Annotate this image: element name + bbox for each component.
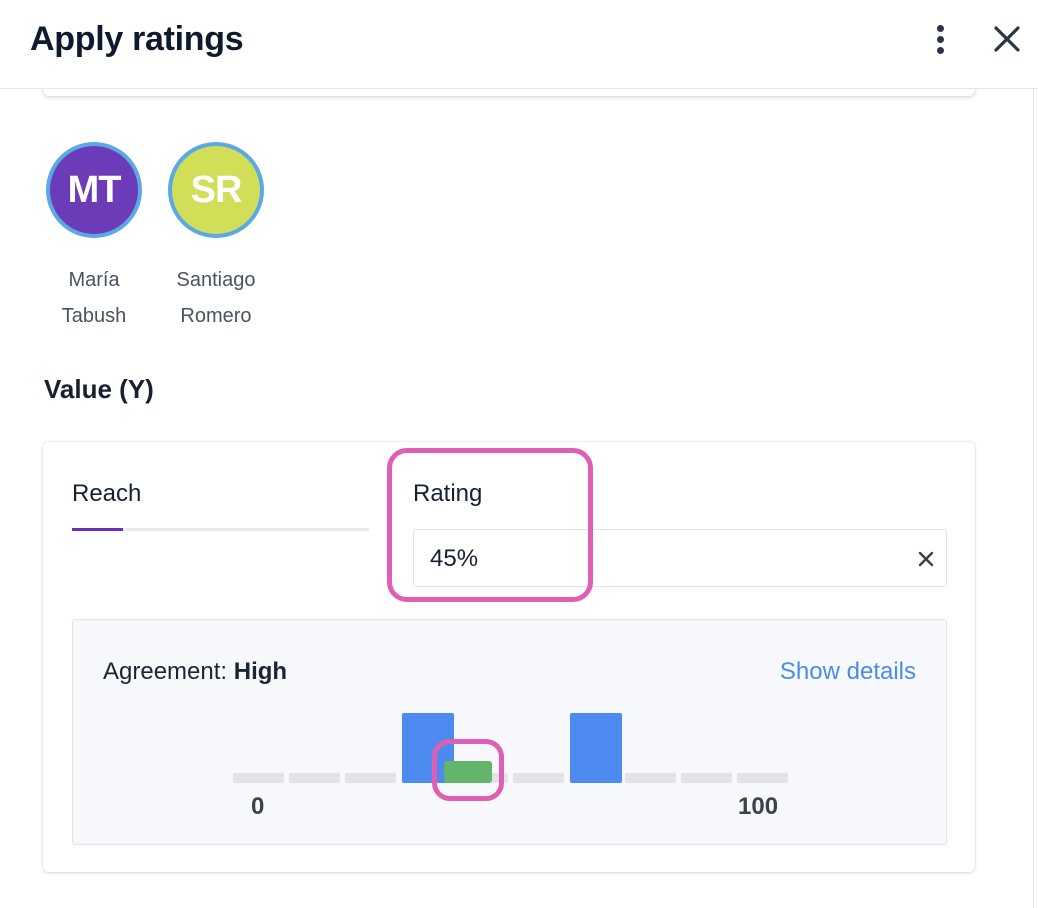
rater-name: María Tabush	[29, 262, 159, 334]
avatar-initials: MT	[67, 168, 122, 211]
marker-highlight-annotation	[432, 739, 504, 801]
tab-reach[interactable]: Reach	[72, 480, 142, 507]
rater-vote-bar	[570, 713, 622, 783]
tab-underline	[72, 528, 369, 531]
rater-last-name: Tabush	[61, 305, 127, 327]
tab-active-indicator	[72, 528, 123, 531]
rater-name: Santiago Romero	[151, 262, 281, 334]
show-details-link[interactable]: Show details	[779, 658, 916, 685]
agreement-distribution: 0 100	[233, 713, 789, 823]
criteria-card: Reach Rating 45% Agreement: High Show de…	[43, 442, 975, 872]
agreement-panel: Agreement: High Show details 0 100	[72, 619, 947, 845]
more-options-icon[interactable]	[928, 22, 954, 58]
rater-last-name: Romero	[180, 305, 252, 327]
agreement-summary: Agreement: High	[103, 658, 287, 686]
rating-input[interactable]: 45%	[413, 529, 947, 587]
section-title: Value (Y)	[44, 374, 154, 404]
avatar-initials: SR	[190, 168, 243, 211]
distribution-segment	[737, 773, 788, 783]
clear-x-icon[interactable]	[916, 549, 936, 569]
distribution-segment	[233, 773, 284, 783]
distribution-segment	[345, 773, 396, 783]
distribution-segment	[625, 773, 676, 783]
distribution-segment	[289, 773, 340, 783]
rater-first-name: Santiago	[176, 269, 256, 291]
close-icon[interactable]	[990, 22, 1024, 56]
agreement-level: High	[233, 658, 288, 685]
scroll-divider	[1033, 88, 1034, 908]
rater-first-name: María	[68, 269, 120, 291]
rating-label: Rating	[413, 480, 483, 507]
scale-max-label: 100	[738, 793, 779, 820]
avatar: MT	[46, 142, 142, 238]
scale-min-label: 0	[251, 793, 265, 820]
distribution-segment	[681, 773, 732, 783]
panel-header: Apply ratings	[0, 0, 1038, 89]
panel-title: Apply ratings	[30, 20, 244, 58]
distribution-segment	[513, 773, 564, 783]
avatar: SR	[168, 142, 264, 238]
rater-maria[interactable]: MT María Tabush	[29, 142, 159, 334]
agreement-label: Agreement:	[103, 658, 228, 685]
current-rating-marker	[444, 761, 492, 783]
rater-santiago[interactable]: SR Santiago Romero	[151, 142, 281, 334]
